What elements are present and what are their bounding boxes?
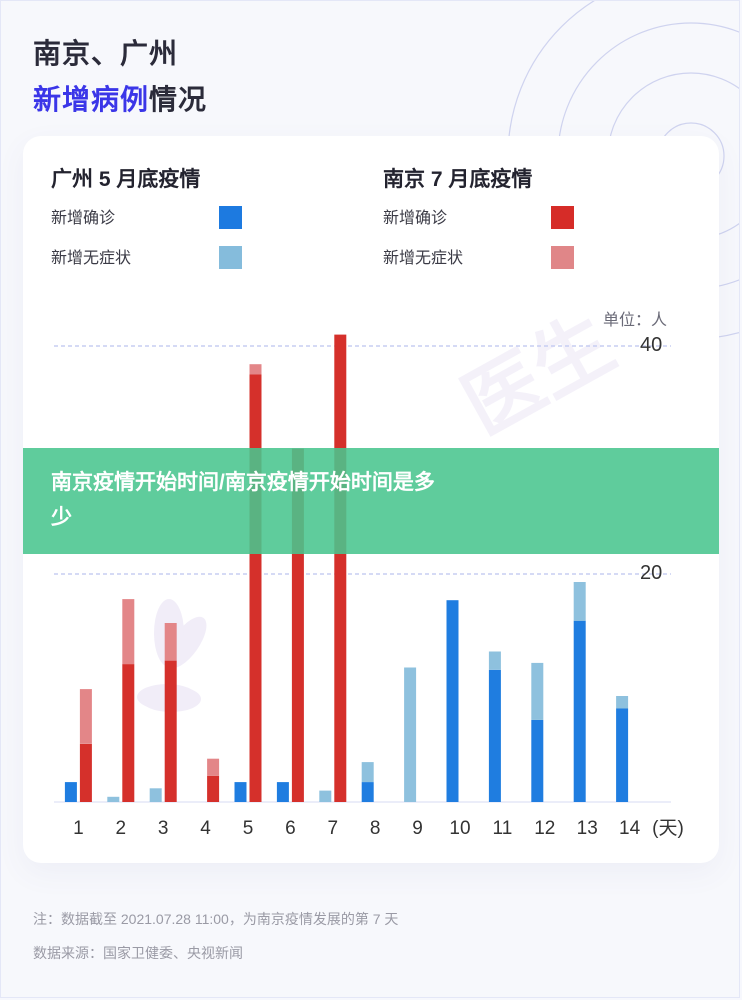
- svg-text:1: 1: [73, 818, 84, 839]
- svg-text:13: 13: [577, 818, 598, 839]
- svg-text:8: 8: [370, 818, 381, 839]
- svg-text:3: 3: [158, 818, 169, 839]
- svg-text:40: 40: [640, 334, 662, 356]
- svg-text:10: 10: [449, 818, 470, 839]
- svg-text:7: 7: [328, 818, 339, 839]
- svg-text:14: 14: [619, 818, 641, 839]
- svg-text:2: 2: [116, 818, 127, 839]
- svg-text:(天): (天): [652, 818, 684, 839]
- svg-text:11: 11: [493, 818, 513, 839]
- svg-text:9: 9: [412, 818, 423, 839]
- svg-text:5: 5: [243, 818, 254, 839]
- svg-text:12: 12: [534, 818, 555, 839]
- svg-text:4: 4: [200, 818, 211, 839]
- svg-text:20: 20: [640, 562, 662, 584]
- svg-text:6: 6: [285, 818, 296, 839]
